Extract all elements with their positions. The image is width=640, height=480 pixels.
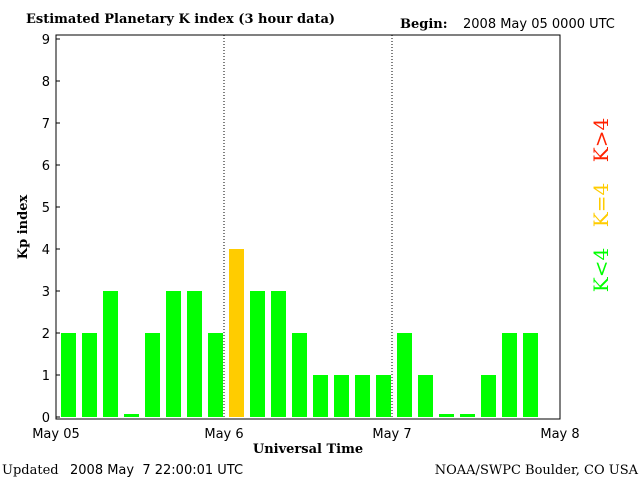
day-separators [223,35,393,419]
kp-bar [124,414,139,417]
y-axis-label: Kp index [16,195,31,260]
kp-bar [439,414,454,417]
kp-bar [481,375,496,417]
kp-bar [229,249,244,417]
x-axis-label: Universal Time [253,442,363,457]
y-axis: 0 1 2 3 4 5 6 7 8 9 [42,33,60,426]
kp-bar [166,291,181,417]
legend: K<4 K=4 K>4 [589,118,613,292]
kp-bar [82,333,97,417]
y-tick-label: 7 [42,117,50,132]
kp-bar [145,333,160,417]
y-tick-label: 2 [42,327,50,342]
y-tick-label: 0 [42,411,50,426]
kp-bar [355,375,370,417]
kp-bar [334,375,349,417]
kp-bar [397,333,412,417]
kp-bar [376,375,391,417]
y-tick-label: 6 [42,159,50,174]
y-tick-label: 4 [42,243,50,258]
kp-bar [292,333,307,417]
kp-bar [460,414,475,417]
kp-bar [313,375,328,417]
kp-bar [208,333,223,417]
updated-value: 2008 May 7 22:00:01 UTC [70,463,243,478]
kp-bar [250,291,265,417]
bars-group [61,249,538,417]
x-tick-label: May 6 [204,427,243,442]
y-tick-label: 3 [42,285,50,300]
kp-bar [103,291,118,417]
legend-item: K<4 [589,248,613,292]
kp-bar [502,333,517,417]
y-tick-label: 5 [42,201,50,216]
source-label: NOAA/SWPC Boulder, CO USA [435,463,639,478]
plot-frame [55,34,561,420]
legend-item: K=4 [589,183,613,227]
kp-bar [187,291,202,417]
kp-bar [271,291,286,417]
x-tick-label: May 7 [372,427,411,442]
x-tick-label: May 05 [32,427,80,442]
updated-label: Updated [2,463,59,478]
begin-value: 2008 May 05 0000 UTC [463,17,615,32]
legend-item: K>4 [589,118,613,162]
kp-bar [418,375,433,417]
chart-title: Estimated Planetary K index (3 hour data… [26,12,335,27]
y-tick-label: 9 [42,33,50,48]
begin-label: Begin: [400,17,448,32]
x-axis: May 05 May 6 May 7 May 8 [32,427,579,442]
kp-bar [523,333,538,417]
x-tick-label: May 8 [540,427,579,442]
y-tick-label: 8 [42,75,50,90]
y-tick-label: 1 [42,369,50,384]
kp-bar [61,333,76,417]
